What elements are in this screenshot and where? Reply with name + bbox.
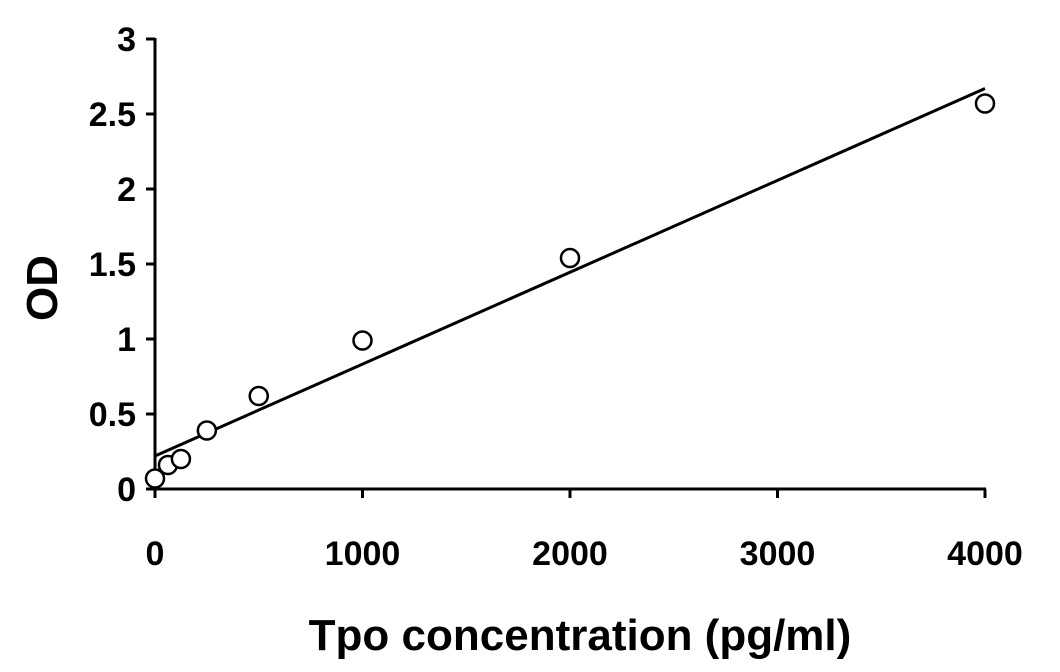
data-point xyxy=(974,93,996,114)
y-ticks: 0 0.5 1 1.5 2 2.5 3 xyxy=(89,21,155,509)
y-tick-label: 2 xyxy=(117,171,136,209)
y-tick-label: 0.5 xyxy=(89,396,136,434)
y-tick-label: 1 xyxy=(117,321,136,359)
y-tick-label: 1.5 xyxy=(89,246,136,284)
data-points xyxy=(144,93,996,489)
trend-line xyxy=(154,87,986,458)
data-point xyxy=(196,420,218,441)
y-tick-label: 3 xyxy=(117,21,136,59)
x-ticks: 0 1000 2000 3000 4000 xyxy=(146,489,1023,573)
data-point xyxy=(248,385,269,407)
data-point xyxy=(144,468,166,489)
x-tick-label: 0 xyxy=(146,535,165,573)
x-tick-label: 2000 xyxy=(532,535,608,573)
x-axis-title: Tpo concentration (pg/ml) xyxy=(309,611,852,660)
x-tick-label: 1000 xyxy=(325,535,401,573)
y-axis-title: OD xyxy=(18,255,67,321)
y-tick-label: 0 xyxy=(117,471,136,509)
data-point xyxy=(559,247,581,269)
x-tick-label: 4000 xyxy=(947,535,1023,573)
data-point xyxy=(352,330,373,351)
y-tick-label: 2.5 xyxy=(89,96,136,134)
x-tick-label: 3000 xyxy=(740,535,816,573)
data-point xyxy=(170,448,192,470)
